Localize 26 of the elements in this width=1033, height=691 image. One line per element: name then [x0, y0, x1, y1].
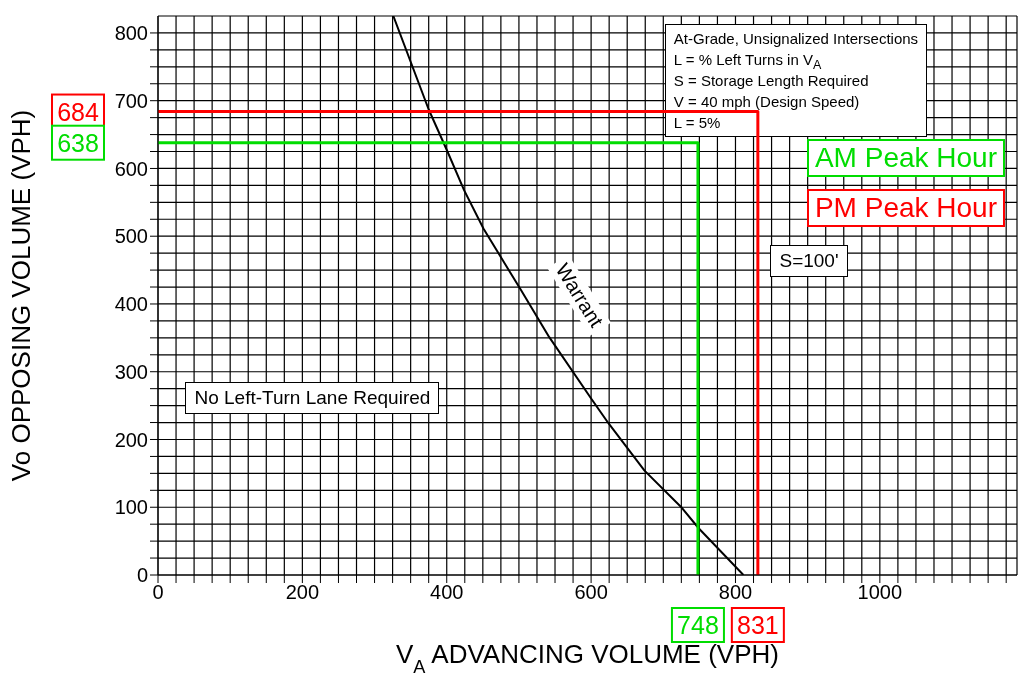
annotation: 638	[57, 128, 99, 157]
annotation: 831	[737, 611, 779, 639]
y-tick-label: 0	[136, 564, 148, 587]
annotation: No Left-Turn Lane Required	[185, 382, 440, 414]
annotation: At-Grade, Unsignalized Intersections L = % Left Turns in V$_{A}$ S = Storage Length Required V = 40 mph (Design Speed) L = 5%	[664, 23, 928, 137]
x-tick-label: 0	[152, 581, 164, 604]
y-tick-label: 100	[114, 496, 148, 519]
x-tick-label: 800	[718, 581, 753, 604]
text: PM Peak Hour	[806, 188, 1005, 227]
y-tick-label: 700	[114, 89, 148, 112]
annotation: S=100'	[770, 245, 848, 277]
y-tick-label: 600	[114, 157, 148, 180]
x-tick-label: 600	[574, 581, 608, 604]
y-tick-label: 800	[114, 22, 148, 45]
y-tick-label: 400	[114, 293, 148, 316]
text: AM Peak Hour	[806, 138, 1005, 177]
y-axis-title: Vo OPPOSING VOLUME (VPH)	[6, 109, 36, 482]
x-tick-label: 1000	[857, 581, 903, 604]
x-axis-title: V$_{A}$ ADVANCING VOLUME (VPH)	[396, 639, 779, 677]
x-tick-label: 400	[430, 581, 464, 604]
annotation: 684	[57, 97, 99, 126]
y-tick-label: 300	[114, 360, 148, 383]
y-tick-label: 200	[114, 428, 148, 451]
y-tick-label: 500	[114, 225, 148, 248]
annotation: 748	[677, 611, 719, 639]
x-tick-label: 200	[285, 581, 320, 604]
